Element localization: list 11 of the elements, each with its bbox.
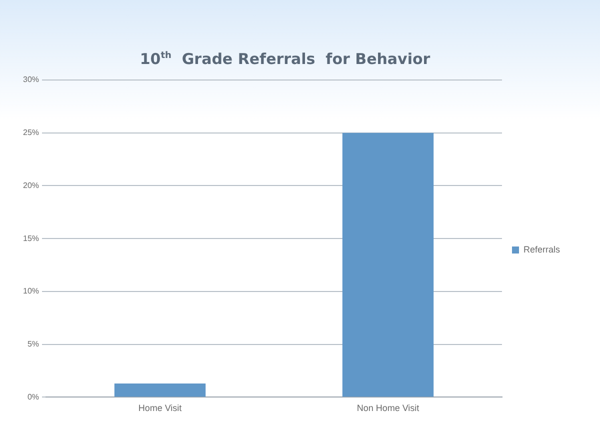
chart-title: 10$^{th}$ Grade Referrals for Behavior [138, 50, 432, 68]
x-tick-label: Non Home Visit [356, 403, 420, 414]
y-tick-label: 20% [22, 180, 40, 190]
y-tick-label: 25% [22, 128, 40, 138]
x-tick-label: Home Visit [138, 403, 182, 414]
legend-label: Referrals [523, 244, 560, 254]
y-tick-label: 10% [22, 286, 40, 296]
y-tick-label: 0% [27, 392, 40, 402]
y-tick-label: 15% [22, 234, 40, 243]
y-tick-label: 30% [22, 75, 40, 84]
y-tick-label: 5% [27, 340, 40, 349]
